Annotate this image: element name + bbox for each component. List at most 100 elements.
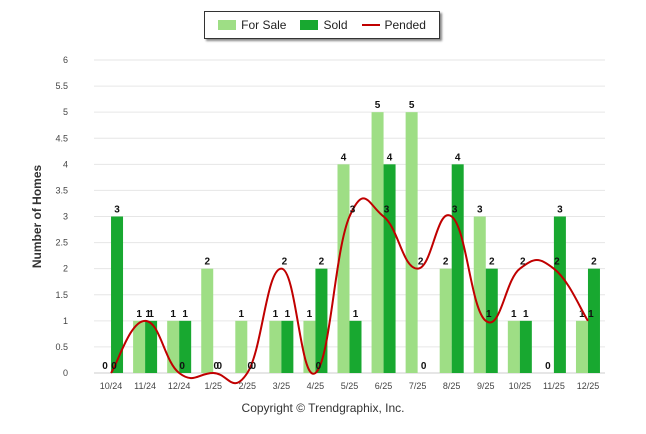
data-label-pended: 0 <box>111 361 117 372</box>
y-tick-label: 0 <box>63 368 68 378</box>
data-label-sold: 0 <box>216 361 222 372</box>
legend-label-sold: Sold <box>323 18 348 32</box>
data-label-sold: 3 <box>114 205 120 216</box>
x-tick-label: 8/25 <box>443 381 461 391</box>
x-tick-label: 4/25 <box>307 381 325 391</box>
bar-sold <box>315 268 328 373</box>
data-label-sold: 4 <box>455 152 461 163</box>
bar-for-sale <box>133 320 146 373</box>
chart-legend: For Sale Sold Pended <box>204 11 440 39</box>
bar-sold <box>145 320 158 373</box>
bar-for-sale <box>201 268 214 373</box>
x-tick-label: 10/24 <box>100 381 123 391</box>
bar-sold <box>553 216 566 373</box>
data-label-sold: 4 <box>387 152 393 163</box>
bar-for-sale <box>439 268 452 373</box>
data-label-pended: 3 <box>350 205 356 216</box>
data-label-sold: 2 <box>319 257 325 268</box>
data-label-sold: 1 <box>353 309 359 320</box>
data-label-for-sale: 3 <box>477 205 483 216</box>
bar-sold <box>111 216 124 373</box>
x-tick-label: 6/25 <box>375 381 393 391</box>
data-label-pended: 3 <box>452 205 458 216</box>
legend-line-pended <box>361 24 380 26</box>
bar-sold <box>281 320 294 373</box>
legend-item-pended[interactable]: Pended <box>361 18 426 32</box>
data-label-pended: 1 <box>588 309 594 320</box>
data-label-for-sale: 1 <box>170 309 176 320</box>
bar-for-sale <box>405 112 418 374</box>
data-label-pended: 1 <box>145 309 151 320</box>
legend-item-sold[interactable]: Sold <box>300 18 348 32</box>
y-tick-label: 1 <box>63 316 68 326</box>
y-tick-label: 6 <box>63 55 68 65</box>
data-label-for-sale: 2 <box>204 257 210 268</box>
data-label-pended: 2 <box>520 257 526 268</box>
data-label-for-sale: 1 <box>136 309 142 320</box>
x-tick-label: 10/25 <box>509 381 532 391</box>
bar-sold <box>349 320 362 373</box>
legend-swatch-for-sale <box>218 20 237 30</box>
x-tick-label: 3/25 <box>273 381 291 391</box>
bar-for-sale <box>337 164 350 373</box>
legend-label-for-sale: For Sale <box>241 18 287 32</box>
legend-item-for-sale[interactable]: For Sale <box>218 18 286 32</box>
y-axis-title: Number of Homes <box>30 165 44 269</box>
data-label-for-sale: 1 <box>511 309 517 320</box>
bar-for-sale <box>575 320 588 373</box>
data-label-pended: 2 <box>418 257 424 268</box>
data-label-for-sale: 1 <box>579 309 585 320</box>
data-label-sold: 1 <box>148 309 154 320</box>
data-label-pended: 1 <box>486 309 492 320</box>
data-label-for-sale: 5 <box>409 100 415 111</box>
bar-sold <box>383 164 396 373</box>
data-label-pended: 2 <box>282 257 288 268</box>
data-label-pended: 0 <box>248 361 254 372</box>
bar-sold <box>451 164 464 373</box>
data-label-sold: 2 <box>591 257 597 268</box>
data-label-pended: 0 <box>213 361 219 372</box>
data-label-pended: 0 <box>316 361 322 372</box>
data-label-for-sale: 1 <box>273 309 279 320</box>
x-tick-label: 11/24 <box>134 381 156 391</box>
data-label-sold: 0 <box>251 361 257 372</box>
bar-sold <box>179 320 192 373</box>
data-label-sold: 1 <box>285 309 291 320</box>
data-label-for-sale: 2 <box>443 257 449 268</box>
bar-for-sale <box>507 320 520 373</box>
x-tick-label: 11/25 <box>543 381 565 391</box>
x-tick-label: 1/25 <box>204 381 222 391</box>
bar-for-sale <box>371 112 384 374</box>
data-label-for-sale: 1 <box>239 309 245 320</box>
data-label-for-sale: 4 <box>341 152 347 163</box>
x-tick-label: 9/25 <box>477 381 495 391</box>
data-label-sold: 1 <box>182 309 188 320</box>
bar-for-sale <box>473 216 486 373</box>
data-label-for-sale: 0 <box>102 361 108 372</box>
copyright-text: Copyright © Trendgraphix, Inc. <box>241 401 405 415</box>
y-tick-label: 2 <box>63 264 68 274</box>
legend-swatch-sold <box>300 20 319 30</box>
bar-sold <box>519 320 532 373</box>
y-tick-label: 0.5 <box>55 342 68 352</box>
data-label-for-sale: 1 <box>307 309 313 320</box>
data-label-pended: 2 <box>554 257 560 268</box>
legend-label-pended: Pended <box>384 18 426 32</box>
x-tick-label: 12/25 <box>577 381 600 391</box>
data-label-sold: 0 <box>421 361 427 372</box>
bar-for-sale <box>269 320 282 373</box>
y-tick-label: 5.5 <box>55 81 68 91</box>
bar-sold <box>587 268 600 373</box>
bar-sold <box>485 268 498 373</box>
data-label-pended: 0 <box>179 361 185 372</box>
x-tick-label: 2/25 <box>239 381 257 391</box>
y-tick-label: 3.5 <box>55 185 68 195</box>
y-tick-label: 4 <box>63 159 68 169</box>
y-tick-label: 4.5 <box>55 133 68 143</box>
x-tick-label: 7/25 <box>409 381 427 391</box>
data-label-sold: 3 <box>557 205 563 216</box>
y-tick-label: 5 <box>63 107 68 117</box>
data-label-pended: 3 <box>384 205 390 216</box>
data-label-sold: 1 <box>523 309 529 320</box>
